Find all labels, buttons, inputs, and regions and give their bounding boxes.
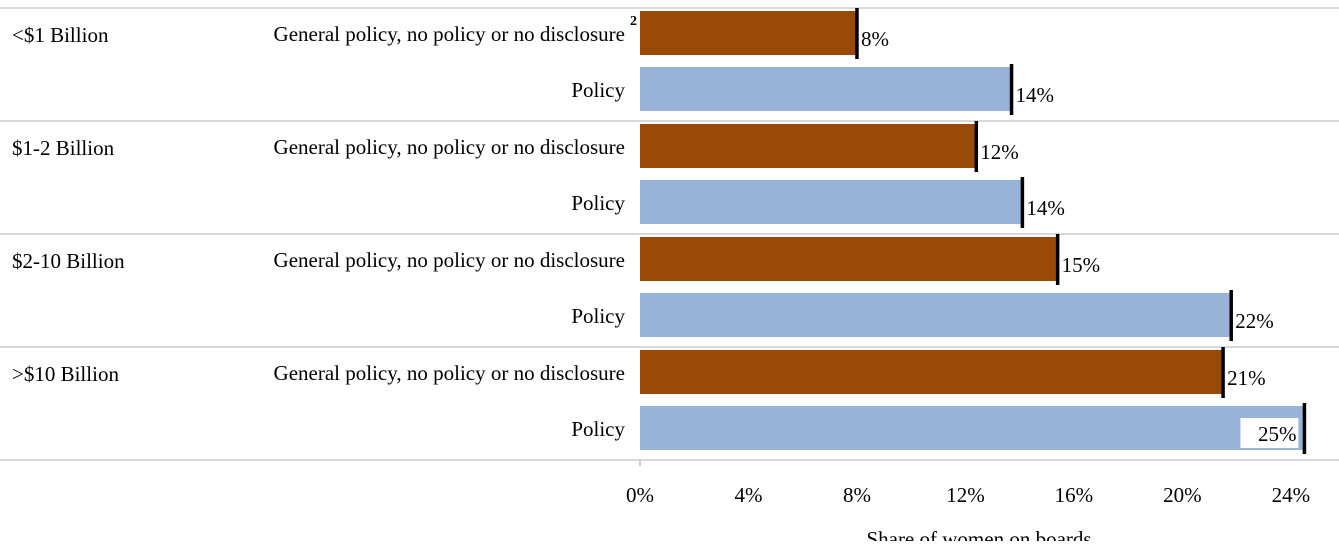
bar-general-policy [640,350,1224,394]
group-separators [0,7,1339,461]
group-label: $1-2 Billion [12,136,115,160]
group-label: $2-10 Billion [12,249,125,273]
footnote-superscript: 2 [630,14,637,29]
group-label: <$1 Billion [12,23,109,47]
group-label: >$10 Billion [12,362,119,386]
x-tick-label: 12% [946,483,985,507]
bars [640,11,1305,450]
row-label: General policy, no policy or no disclosu… [274,248,625,272]
bar-policy [640,67,1012,111]
value-label: 15% [1062,253,1101,277]
x-tick-label: 8% [843,483,871,507]
bar-general-policy [640,11,857,55]
x-tick-label: 0% [626,483,654,507]
value-label: 14% [1026,196,1065,220]
group-labels: <$1 Billion $1-2 Billion $2-10 Billion >$10… [12,23,125,386]
value-label: 8% [861,27,889,51]
row-label: General policy, no policy or no disclosu… [274,361,625,385]
bar-general-policy [640,237,1058,281]
x-axis: 0% 4% 8% 12% 16% 20% 24% [626,460,1310,507]
x-tick-label: 20% [1163,483,1202,507]
value-label: 22% [1235,309,1274,333]
bar-policy [640,406,1305,450]
value-label: 21% [1227,366,1266,390]
x-tick-label: 24% [1272,483,1311,507]
x-axis-title: Share of women on boards [866,527,1091,541]
x-tick-label: 16% [1055,483,1094,507]
row-label: General policy, no policy or no disclosu… [274,135,625,159]
row-label: Policy [571,191,625,215]
row-labels: General policy, no policy or no disclosu… [274,14,637,441]
bar-general-policy [640,124,977,168]
value-label: 14% [1016,83,1054,107]
value-label-background [1240,418,1299,448]
value-labels: 8% 14% 12% 14% 15% 22% 21% 25% [861,27,1299,448]
row-label: Policy [571,78,625,102]
row-label: General policy, no policy or no disclosu… [274,22,625,46]
bar-policy [640,180,1023,224]
bar-end-markers [855,8,1307,454]
row-label: Policy [571,304,625,328]
value-label: 12% [980,140,1019,164]
bar-policy [640,293,1232,337]
value-label: 25% [1258,422,1297,446]
row-label: Policy [571,417,625,441]
x-tick-label: 4% [734,483,762,507]
